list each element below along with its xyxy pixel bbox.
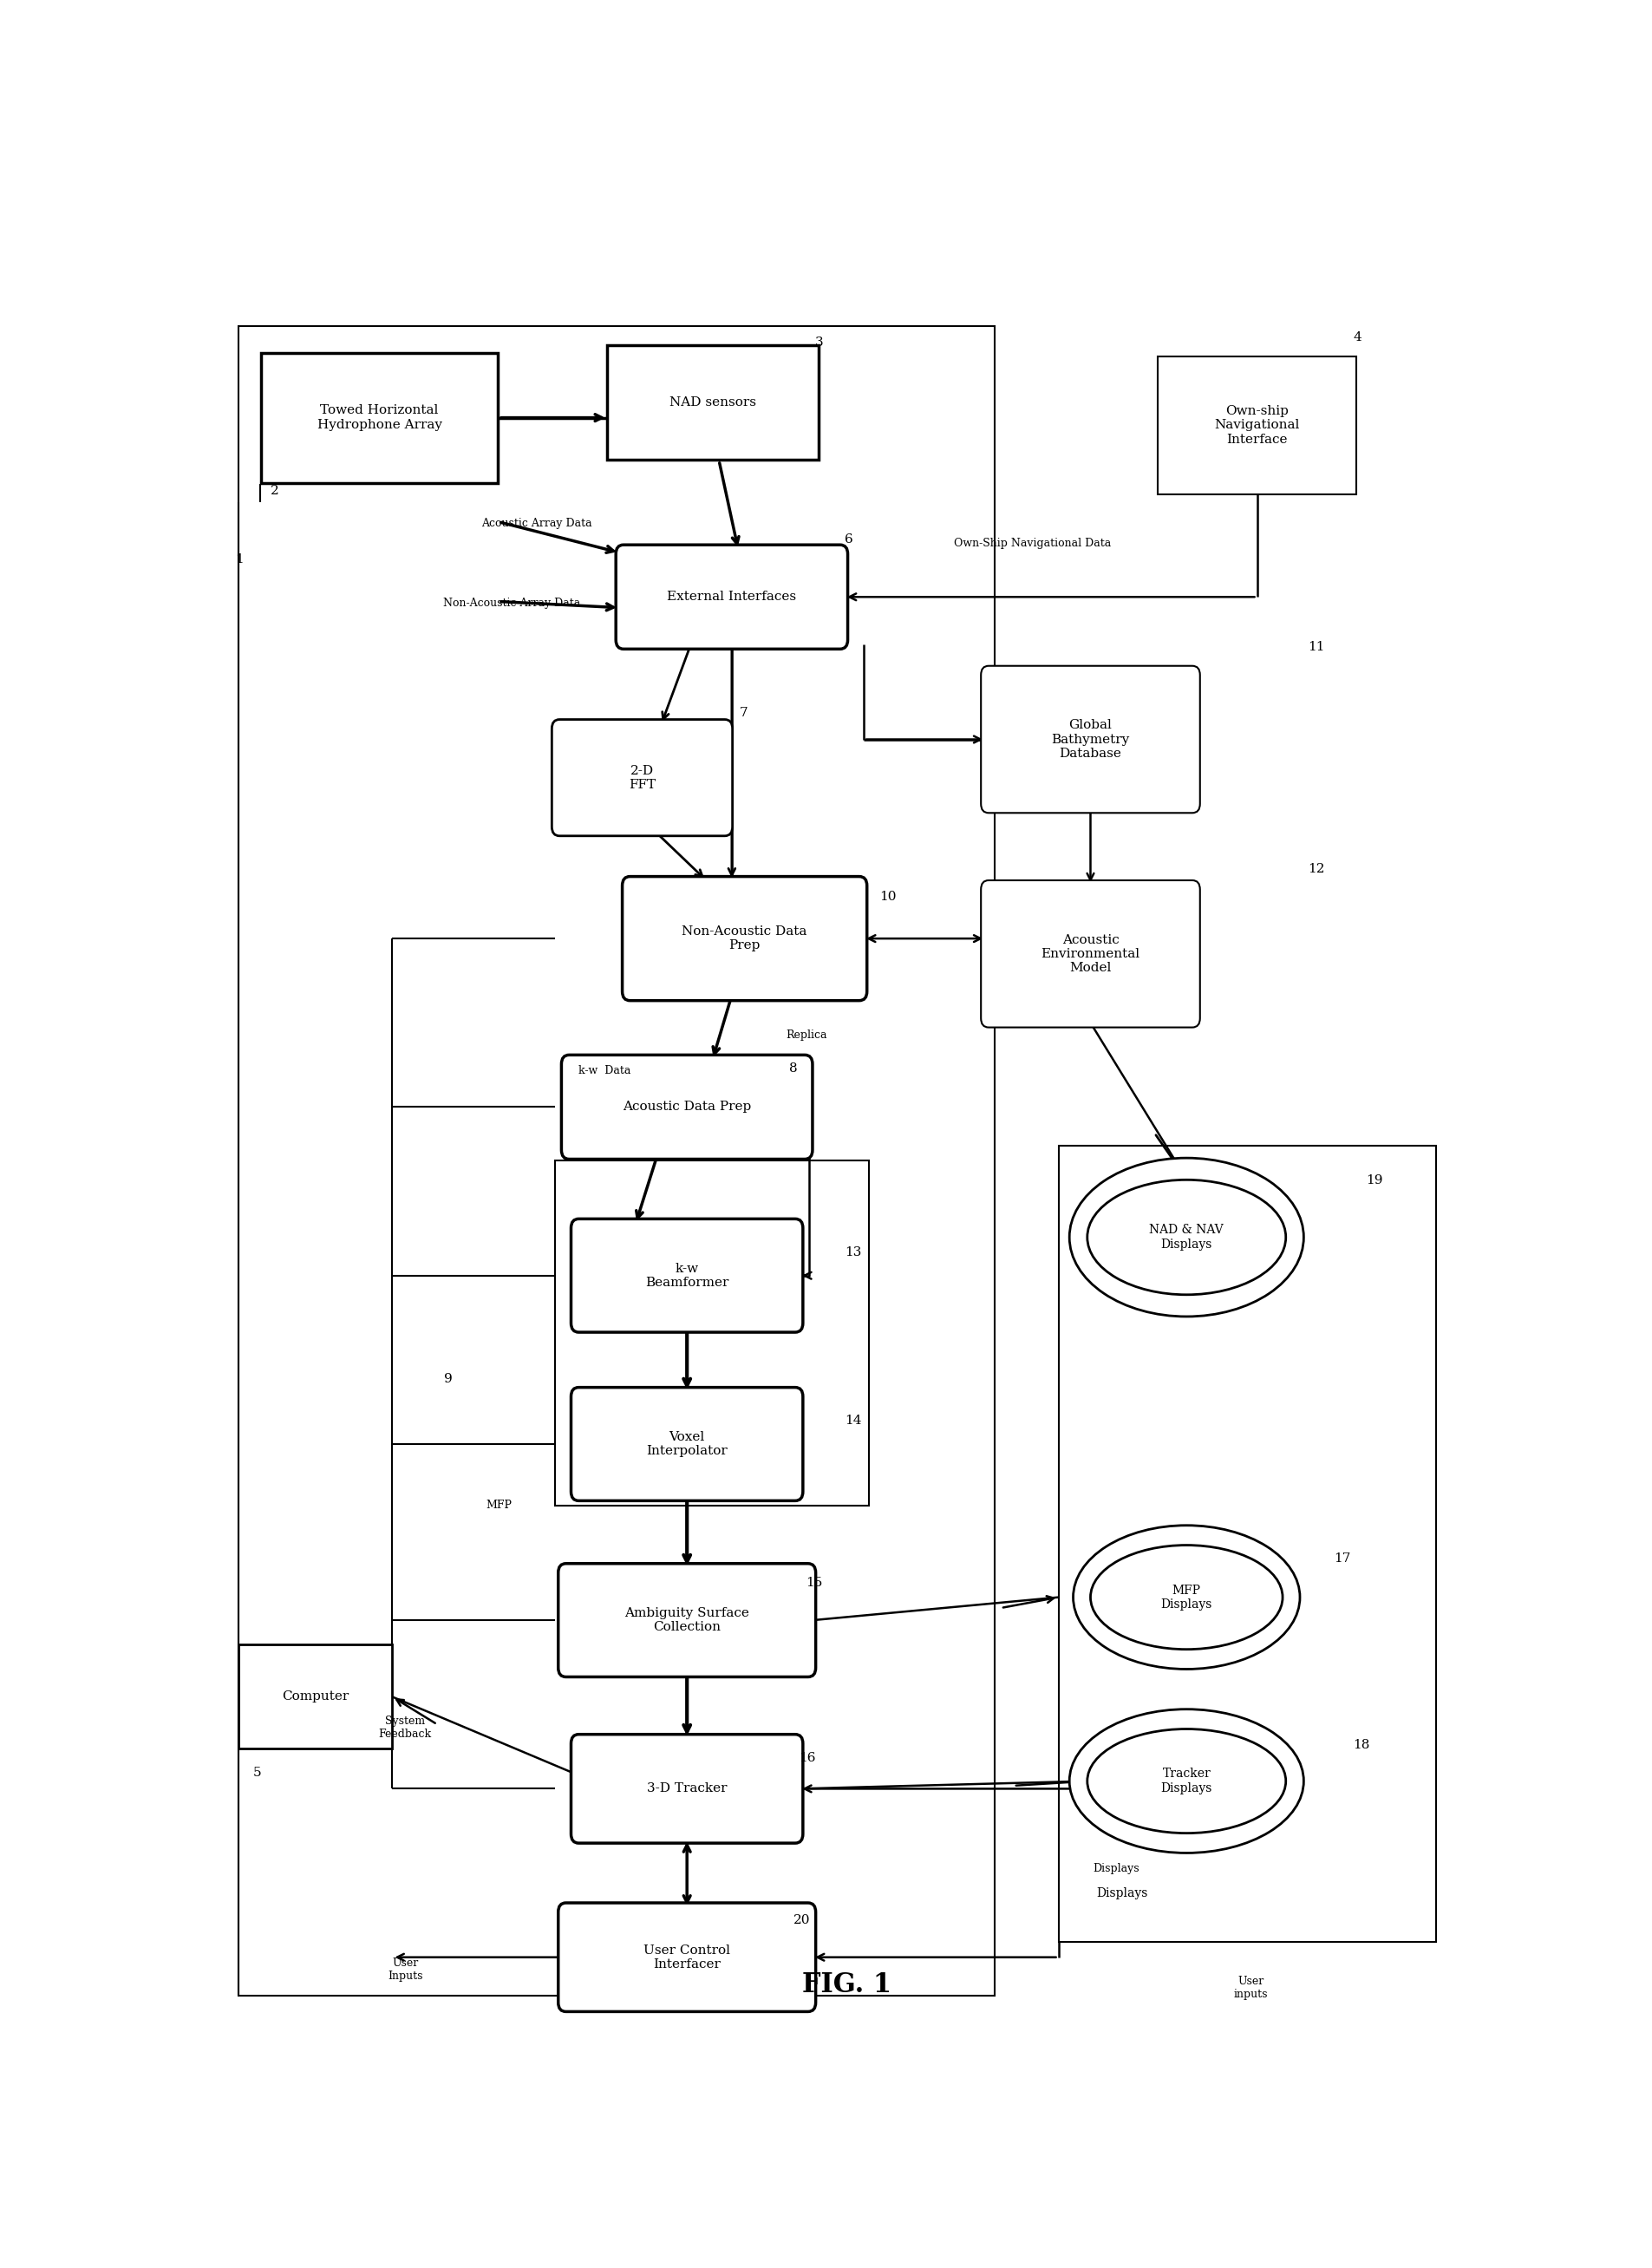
FancyBboxPatch shape	[570, 1218, 803, 1331]
Text: Acoustic Data Prep: Acoustic Data Prep	[623, 1100, 752, 1114]
Text: MFP: MFP	[486, 1499, 512, 1510]
Text: Computer: Computer	[282, 1690, 349, 1703]
Text: Non-Acoustic Data
Prep: Non-Acoustic Data Prep	[682, 925, 806, 953]
Text: 10: 10	[879, 891, 895, 903]
Bar	[238, 1644, 392, 1749]
Text: Own-ship
Navigational
Interface: Own-ship Navigational Interface	[1214, 406, 1298, 445]
Text: 8: 8	[790, 1061, 798, 1075]
FancyBboxPatch shape	[570, 1388, 803, 1501]
Text: User
Inputs: User Inputs	[388, 1957, 423, 1982]
Text: User Control
Interfacer: User Control Interfacer	[643, 1944, 730, 1971]
Text: 5: 5	[253, 1767, 261, 1778]
FancyBboxPatch shape	[558, 1903, 816, 2012]
Text: 20: 20	[793, 1914, 809, 1926]
Text: 18: 18	[1353, 1740, 1370, 1751]
Text: 19: 19	[1365, 1175, 1383, 1186]
FancyBboxPatch shape	[558, 1563, 816, 1676]
Text: 2: 2	[271, 485, 279, 497]
Ellipse shape	[1069, 1710, 1303, 1853]
Text: Non-Acoustic Array Data: Non-Acoustic Array Data	[443, 596, 580, 608]
FancyBboxPatch shape	[552, 719, 732, 837]
Text: 1: 1	[235, 553, 243, 565]
Text: 16: 16	[798, 1751, 814, 1765]
Text: 2-D
FFT: 2-D FFT	[628, 764, 656, 792]
Text: Towed Horizontal
Hydrophone Array: Towed Horizontal Hydrophone Array	[317, 404, 441, 431]
Text: 14: 14	[844, 1415, 861, 1427]
FancyBboxPatch shape	[621, 875, 867, 1000]
Text: MFP
Displays: MFP Displays	[1160, 1583, 1211, 1610]
Text: 9: 9	[443, 1372, 451, 1386]
Text: 11: 11	[1308, 642, 1325, 653]
Text: Replica: Replica	[785, 1030, 826, 1041]
Ellipse shape	[1069, 1159, 1303, 1315]
Text: 3-D Tracker: 3-D Tracker	[646, 1783, 727, 1794]
Text: 6: 6	[844, 533, 852, 547]
Text: 12: 12	[1308, 864, 1325, 875]
Text: 17: 17	[1333, 1554, 1350, 1565]
Text: Global
Bathymetry
Database: Global Bathymetry Database	[1051, 719, 1128, 760]
Bar	[238, 327, 995, 1996]
FancyBboxPatch shape	[616, 544, 847, 649]
Ellipse shape	[1087, 1728, 1285, 1833]
FancyBboxPatch shape	[980, 880, 1199, 1027]
Text: Displays: Displays	[1097, 1887, 1148, 1898]
Text: Displays: Displays	[1092, 1862, 1138, 1873]
Text: 15: 15	[806, 1576, 823, 1590]
Text: 3: 3	[814, 336, 823, 349]
Text: User
inputs: User inputs	[1232, 1975, 1267, 2000]
Text: System
Feedback: System Feedback	[378, 1715, 431, 1740]
Bar	[1156, 356, 1356, 494]
FancyBboxPatch shape	[570, 1735, 803, 1844]
Text: 4: 4	[1353, 331, 1361, 345]
Text: Acoustic
Environmental
Model: Acoustic Environmental Model	[1041, 934, 1140, 973]
Text: k-w
Beamformer: k-w Beamformer	[644, 1263, 729, 1288]
Bar	[1057, 1145, 1436, 1941]
Text: Voxel
Interpolator: Voxel Interpolator	[646, 1431, 727, 1456]
Text: NAD & NAV
Displays: NAD & NAV Displays	[1148, 1225, 1222, 1250]
FancyBboxPatch shape	[562, 1055, 813, 1159]
Text: FIG. 1: FIG. 1	[801, 1971, 892, 1998]
Text: k-w  Data: k-w Data	[578, 1064, 629, 1075]
Bar	[606, 345, 818, 460]
Bar	[555, 1161, 869, 1506]
Ellipse shape	[1087, 1179, 1285, 1295]
FancyBboxPatch shape	[980, 667, 1199, 812]
Text: Tracker
Displays: Tracker Displays	[1160, 1769, 1211, 1794]
Text: Acoustic Array Data: Acoustic Array Data	[481, 517, 591, 528]
Text: Own-Ship Navigational Data: Own-Ship Navigational Data	[953, 538, 1110, 549]
Text: Ambiguity Surface
Collection: Ambiguity Surface Collection	[624, 1608, 748, 1633]
Text: 7: 7	[738, 708, 747, 719]
Bar	[261, 352, 497, 483]
Ellipse shape	[1090, 1545, 1282, 1649]
Text: NAD sensors: NAD sensors	[669, 397, 755, 408]
Ellipse shape	[1072, 1526, 1298, 1669]
Text: External Interfaces: External Interfaces	[667, 592, 796, 603]
Text: 13: 13	[844, 1245, 861, 1259]
